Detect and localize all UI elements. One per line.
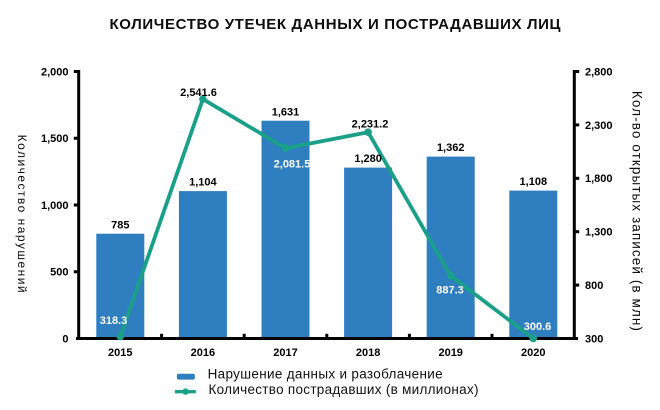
svg-text:2016: 2016 [191,347,215,359]
svg-text:2020: 2020 [521,347,545,359]
svg-text:500: 500 [50,267,68,279]
svg-text:800: 800 [585,280,603,292]
svg-text:2015: 2015 [108,347,132,359]
svg-text:1,800: 1,800 [585,173,613,185]
svg-text:2,800: 2,800 [585,66,613,78]
svg-text:2018: 2018 [356,347,380,359]
svg-text:785: 785 [111,219,129,231]
svg-text:2,231.2: 2,231.2 [352,119,389,131]
svg-text:1,108: 1,108 [520,176,548,188]
svg-text:2,541.6: 2,541.6 [180,87,217,99]
svg-text:1,631: 1,631 [272,106,300,118]
svg-text:2,000: 2,000 [41,66,69,78]
svg-text:1,280: 1,280 [354,153,382,165]
svg-text:1,362: 1,362 [437,142,465,154]
svg-text:300.6: 300.6 [524,321,552,333]
svg-text:2017: 2017 [273,347,297,359]
svg-text:887.3: 887.3 [436,284,464,296]
svg-text:2,081.5: 2,081.5 [274,158,311,170]
svg-text:1,500: 1,500 [41,133,69,145]
svg-text:Количество пострадавших (в мил: Количество пострадавших (в миллионах) [209,382,479,397]
svg-text:1,000: 1,000 [41,200,69,212]
svg-text:1,300: 1,300 [585,227,613,239]
svg-text:2,300: 2,300 [585,120,613,132]
svg-text:318.3: 318.3 [100,315,128,327]
svg-text:Нарушение данных и разоблачени: Нарушение данных и разоблачение [208,366,443,381]
svg-text:КОЛИЧЕСТВО УТЕЧЕК ДАННЫХ И ПОС: КОЛИЧЕСТВО УТЕЧЕК ДАННЫХ И ПОСТРАДАВШИХ … [110,16,561,33]
svg-text:Кол-во открытых записей (в млн: Кол-во открытых записей (в млн) [629,91,644,331]
svg-text:2019: 2019 [438,347,462,359]
svg-text:0: 0 [62,333,68,345]
svg-text:1,104: 1,104 [189,177,217,189]
svg-text:300: 300 [585,333,603,345]
